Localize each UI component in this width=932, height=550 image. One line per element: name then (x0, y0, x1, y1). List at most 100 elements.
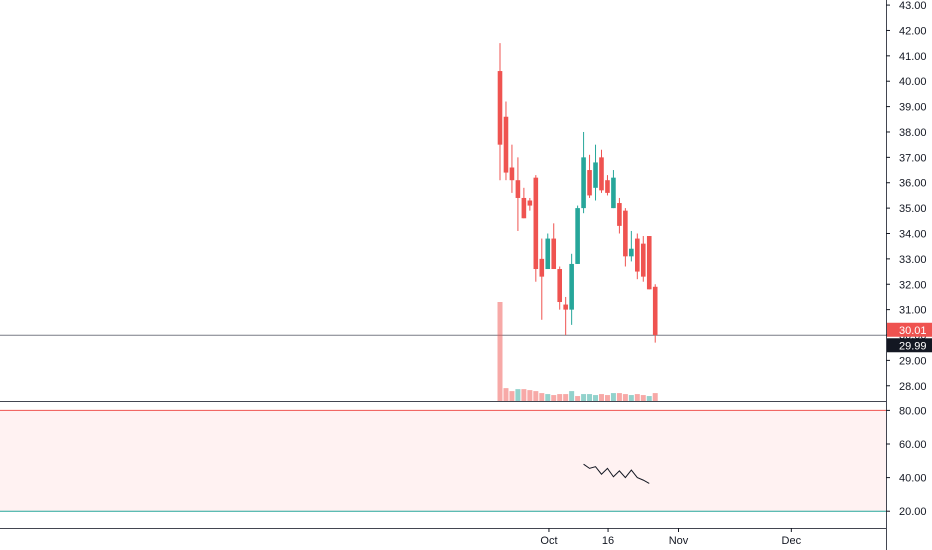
time-tick-label: Oct (540, 535, 557, 547)
candle-body (515, 180, 521, 198)
candle-body (640, 243, 646, 277)
candle-body (503, 116, 509, 173)
candle[interactable] (545, 233, 551, 270)
oscillator-line[interactable] (583, 463, 650, 484)
candle[interactable] (515, 157, 521, 231)
volume-bar (551, 395, 557, 401)
volume-bar (628, 395, 634, 401)
volume-bar (610, 393, 616, 401)
price-tick-label: 33.00 (899, 254, 927, 266)
volume-bar (497, 302, 503, 401)
price-tick-label: 29.00 (899, 355, 927, 367)
candle[interactable] (623, 208, 628, 267)
volume-bar (598, 394, 604, 401)
volume-bar (622, 394, 628, 401)
candle[interactable] (640, 236, 646, 282)
price-tick-label: 42.00 (899, 25, 927, 37)
candle[interactable] (629, 230, 634, 262)
candle-body (527, 200, 533, 206)
candle[interactable] (581, 131, 586, 214)
candle[interactable] (605, 175, 610, 196)
candle[interactable] (521, 187, 527, 219)
candle-body (521, 197, 527, 219)
candle-body (539, 258, 545, 277)
candle[interactable] (509, 144, 515, 193)
price-tick-label: 43.00 (899, 0, 927, 12)
last-price-label: 30.01 (899, 325, 927, 337)
candle[interactable] (575, 205, 580, 264)
candle-body (557, 269, 562, 303)
volume-bar (593, 395, 599, 401)
volume-bar (640, 395, 646, 401)
candle[interactable] (652, 284, 658, 343)
price-tick-label: 37.00 (899, 152, 927, 164)
candle-body (587, 170, 592, 196)
price-tick-label: 32.00 (899, 279, 927, 291)
candle[interactable] (569, 253, 574, 325)
oscillator-tick-label: 40.00 (899, 473, 927, 485)
volume-bar (527, 390, 533, 401)
candle[interactable] (497, 43, 503, 181)
candle-body (575, 208, 580, 264)
price-tick-label: 40.00 (899, 76, 927, 88)
candle[interactable] (539, 238, 545, 320)
candle-body (533, 177, 539, 270)
oscillator-tick-label: 60.00 (899, 439, 927, 451)
volume-bar (652, 393, 658, 401)
price-tick-label: 34.00 (899, 228, 927, 240)
oscillator-tick-label: 20.00 (899, 506, 927, 518)
candle-body (611, 177, 616, 209)
candle-body (635, 238, 640, 272)
price-tick-label: 35.00 (899, 203, 927, 215)
candle-body (623, 210, 628, 257)
price-tick-label: 38.00 (899, 127, 927, 139)
volume-bar (503, 388, 509, 401)
candle[interactable] (617, 197, 622, 234)
candle[interactable] (563, 296, 568, 336)
volume-bar (521, 389, 527, 401)
volume-bar (604, 395, 610, 401)
oscillator-pane[interactable] (0, 409, 886, 512)
candle-body (593, 162, 598, 188)
time-tick-label: Dec (782, 535, 802, 547)
price-tick-label: 36.00 (899, 178, 927, 190)
candle-body (569, 263, 574, 310)
volume-bar (575, 396, 581, 401)
time-tick-label: Nov (669, 535, 689, 547)
candle[interactable] (533, 175, 539, 282)
oscillator-tick-label: 80.00 (899, 405, 927, 417)
volume-bar (587, 394, 593, 401)
candle[interactable] (551, 223, 557, 270)
price-tick-label: 28.00 (899, 381, 927, 393)
volume-bar (646, 396, 652, 401)
price-tick-label: 39.00 (899, 102, 927, 114)
candle[interactable] (587, 154, 592, 198)
price-tick-label: 31.00 (899, 305, 927, 317)
volume-bar (539, 393, 545, 401)
reference-price-label: 29.99 (899, 340, 927, 352)
volume-bar (563, 394, 569, 401)
price-tick-label: 41.00 (899, 51, 927, 63)
candle-body (551, 238, 557, 270)
volume-pane (497, 302, 658, 401)
volume-bar (545, 394, 551, 401)
candle[interactable] (527, 197, 533, 211)
candle[interactable] (635, 233, 640, 280)
candle[interactable] (599, 149, 604, 193)
candle[interactable] (611, 170, 616, 209)
candle-body (545, 238, 551, 270)
volume-bar (616, 393, 622, 401)
volume-bar (515, 389, 521, 401)
volume-bar (581, 394, 587, 401)
candle[interactable] (557, 266, 562, 310)
candle[interactable] (646, 236, 652, 290)
volume-bar (569, 391, 575, 401)
candle-body (605, 180, 610, 193)
price-pane[interactable] (0, 43, 886, 343)
candle[interactable] (503, 101, 509, 181)
volume-bar (533, 391, 539, 401)
reference-price-tag (887, 338, 932, 353)
candle-body (629, 248, 634, 257)
candle[interactable] (593, 144, 598, 201)
